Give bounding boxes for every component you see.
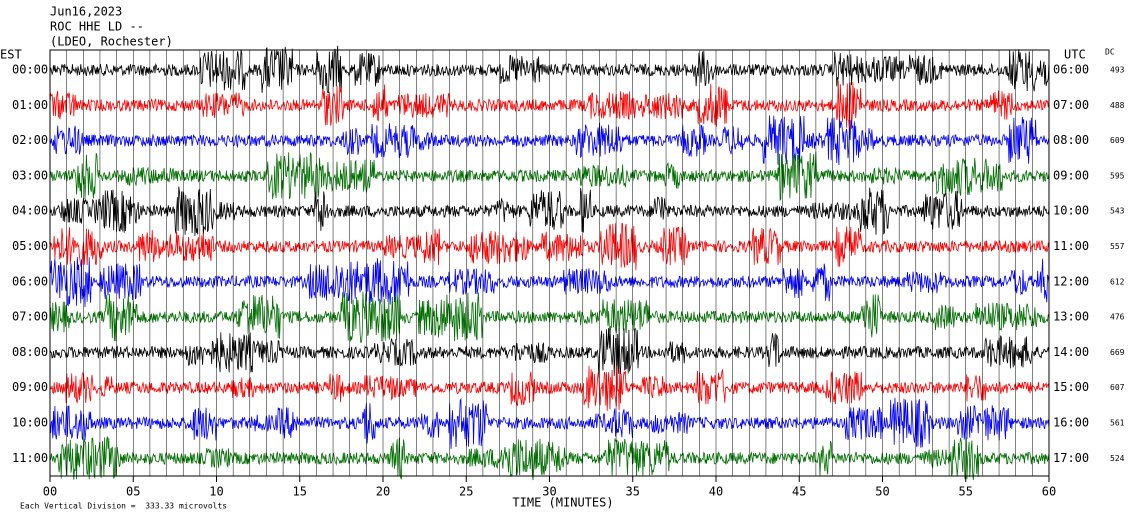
header-date: Jun16,2023 bbox=[50, 5, 122, 19]
left-label: 11:00 bbox=[12, 451, 48, 465]
left-label: 02:00 bbox=[12, 133, 48, 147]
header-network: (LDEO, Rochester) bbox=[50, 35, 173, 49]
right-label: 15:00 bbox=[1053, 380, 1089, 394]
right-label: 16:00 bbox=[1053, 416, 1089, 430]
dc-value: 612 bbox=[1110, 277, 1125, 286]
dc-value: 607 bbox=[1110, 383, 1125, 392]
left-label: 03:00 bbox=[12, 168, 48, 182]
dc-value: 557 bbox=[1110, 242, 1125, 251]
x-tick-label: 30 bbox=[542, 485, 556, 499]
left-label: 09:00 bbox=[12, 380, 48, 394]
right-label: 11:00 bbox=[1053, 239, 1089, 253]
dc-value: 669 bbox=[1110, 348, 1125, 357]
left-label: 05:00 bbox=[12, 239, 48, 253]
footer: Each Vertical Division = 333.33 microvol… bbox=[20, 502, 227, 511]
right-label: 17:00 bbox=[1053, 451, 1089, 465]
x-tick-label: 45 bbox=[792, 485, 806, 499]
x-tick-label: 55 bbox=[959, 485, 973, 499]
left-axis-title: EST bbox=[0, 48, 22, 62]
x-tick-label: 05 bbox=[126, 485, 140, 499]
right-label: 07:00 bbox=[1053, 98, 1089, 112]
dc-value: 609 bbox=[1110, 136, 1125, 145]
x-tick-label: 35 bbox=[626, 485, 640, 499]
x-tick-label: 60 bbox=[1042, 485, 1056, 499]
dc-value: 524 bbox=[1110, 454, 1125, 463]
x-tick-label: 25 bbox=[459, 485, 473, 499]
x-axis-title: TIME (MINUTES) bbox=[512, 496, 613, 510]
x-tick-label: 10 bbox=[209, 485, 223, 499]
right-label: 08:00 bbox=[1053, 133, 1089, 147]
dc-value: 488 bbox=[1110, 101, 1125, 110]
left-label: 10:00 bbox=[12, 416, 48, 430]
grid bbox=[49, 49, 1050, 482]
left-label: 00:00 bbox=[12, 63, 48, 77]
right-label: 10:00 bbox=[1053, 204, 1089, 218]
x-tick-label: 15 bbox=[293, 485, 307, 499]
dc-value: 493 bbox=[1110, 66, 1125, 75]
right-label: 14:00 bbox=[1053, 345, 1089, 359]
right-axis-title: UTC bbox=[1064, 48, 1086, 62]
x-tick-label: 00 bbox=[43, 485, 57, 499]
header-station: ROC HHE LD -- bbox=[50, 20, 144, 34]
right-label: 09:00 bbox=[1053, 168, 1089, 182]
left-label: 07:00 bbox=[12, 310, 48, 324]
right-label: 06:00 bbox=[1053, 63, 1089, 77]
right-label: 13:00 bbox=[1053, 310, 1089, 324]
dc-value: 595 bbox=[1110, 171, 1125, 180]
dc-value: 561 bbox=[1110, 419, 1125, 428]
x-tick-label: 20 bbox=[376, 485, 390, 499]
left-label: 06:00 bbox=[12, 274, 48, 288]
x-tick-label: 50 bbox=[875, 485, 889, 499]
left-label: 08:00 bbox=[12, 345, 48, 359]
dc-value: 543 bbox=[1110, 207, 1125, 216]
dc-value: 476 bbox=[1110, 313, 1125, 322]
left-label: 04:00 bbox=[12, 204, 48, 218]
left-label: 01:00 bbox=[12, 98, 48, 112]
dc-title: DC bbox=[1105, 48, 1115, 57]
x-tick-label: 40 bbox=[709, 485, 723, 499]
right-label: 12:00 bbox=[1053, 274, 1089, 288]
